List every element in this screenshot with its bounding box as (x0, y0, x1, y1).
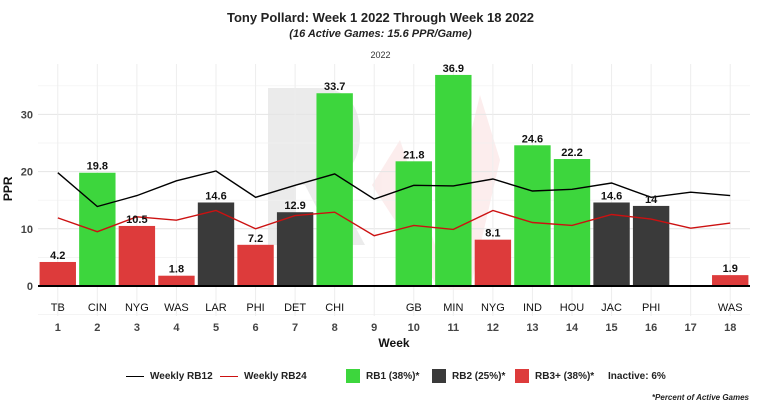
y-tick-label: 10 (21, 224, 33, 236)
legend-item-rb1: RB1 (38%)* (346, 368, 419, 384)
legend-label-rb24: Weekly RB24 (244, 370, 307, 382)
legend-swatch-rb12 (126, 375, 144, 377)
opponent-label: GB (406, 302, 422, 314)
x-tick-label: 15 (605, 322, 617, 334)
y-tick-label: 30 (21, 109, 33, 121)
x-tick-label: 2 (94, 322, 100, 334)
legend-label-rb12: Weekly RB12 (150, 370, 213, 382)
bar-week-6 (237, 244, 274, 286)
bar-value-label: 14 (645, 194, 658, 206)
legend-swatch-rb3 (515, 369, 529, 383)
y-tick-label: 20 (21, 167, 33, 179)
legend-label-rb3: RB3+ (38%)* (535, 370, 595, 382)
legend-label-inactive: Inactive: 6% (608, 370, 666, 382)
bar-week-13 (514, 145, 551, 286)
x-tick-label: 10 (408, 322, 420, 334)
x-tick-label: 9 (371, 322, 377, 334)
legend-item-rb24: Weekly RB24 (220, 368, 307, 384)
x-tick-label: 14 (566, 322, 579, 334)
legend-item-rb3: RB3+ (38%)* (515, 368, 594, 384)
x-tick-label: 8 (332, 322, 338, 334)
bar-value-label: 1.9 (723, 263, 738, 275)
bar-value-label: 21.8 (403, 149, 424, 161)
facet-label: 2022 (370, 50, 391, 60)
legend-swatch-rb24 (220, 375, 238, 377)
bar-value-label: 19.8 (87, 161, 108, 173)
bar-value-label: 10.5 (126, 214, 147, 226)
bar-value-label: 14.6 (205, 190, 226, 202)
x-tick-label: 7 (292, 322, 298, 334)
opponent-label: LAR (205, 302, 226, 314)
bar-value-label: 33.7 (324, 81, 345, 93)
x-tick-label: 13 (526, 322, 538, 334)
x-tick-label: 11 (448, 322, 460, 334)
bar-value-label: 8.1 (485, 228, 500, 240)
opponent-label: WAS (718, 302, 743, 314)
opponent-label: CHI (325, 302, 344, 314)
bar-week-8 (316, 93, 353, 287)
x-tick-label: 5 (213, 322, 219, 334)
lines-layer (57, 170, 731, 237)
legend: Weekly RB12 Weekly RB24 RB1 (38%)* RB2 (… (0, 368, 761, 384)
series-line-rb24 (57, 209, 731, 237)
bar-value-label: 1.8 (169, 264, 184, 276)
opponent-label: HOU (560, 302, 585, 314)
bar-week-11 (435, 74, 472, 286)
bar-week-3 (118, 225, 156, 286)
legend-item-rb2: RB2 (25%)* (432, 368, 505, 384)
bar-value-label: 12.9 (284, 200, 305, 212)
x-tick-label: 12 (487, 322, 499, 334)
opponent-label: PHI (642, 302, 660, 314)
opponent-label: WAS (164, 302, 189, 314)
bar-value-label: 36.9 (443, 63, 464, 75)
legend-swatch-rb1 (346, 369, 360, 383)
chart-subtitle: (16 Active Games: 15.6 PPR/Game) (289, 28, 472, 40)
opponent-label: PHI (246, 302, 264, 314)
axes-layer: 0 10 20 30 TB 1 CIN 2 NYG 3 WAS 4 LAR 5 PHI 6 DET 7 CHI 8 9 G… (1, 109, 750, 350)
bar-week-7 (276, 212, 314, 286)
opponent-label: DET (284, 302, 306, 314)
bar-value-label: 24.6 (522, 133, 543, 145)
footnote: *Percent of Active Games (651, 393, 749, 402)
legend-inactive: Inactive: 6% (608, 368, 666, 384)
chart-title: Tony Pollard: Week 1 2022 Through Week 1… (226, 10, 535, 25)
bar-week-12 (474, 239, 512, 286)
x-tick-label: 1 (55, 322, 61, 334)
bar-value-label: 14.6 (601, 190, 622, 202)
bar-week-18 (712, 275, 749, 286)
bar-week-2 (79, 172, 116, 286)
legend-label-rb2: RB2 (25%)* (452, 370, 506, 382)
opponent-label: IND (523, 302, 542, 314)
x-axis-title: Week (378, 336, 409, 350)
x-tick-label: 18 (724, 322, 736, 334)
bar-week-5 (197, 202, 235, 286)
x-tick-label: 6 (252, 322, 258, 334)
bar-value-label: 4.2 (50, 250, 65, 262)
bar-week-4 (158, 275, 195, 286)
bar-value-label: 7.2 (248, 233, 263, 245)
x-tick-label: 17 (685, 322, 697, 334)
x-tick-label: 16 (645, 322, 657, 334)
bars-layer (39, 74, 749, 287)
opponent-label: TB (51, 302, 65, 314)
x-tick-label: 4 (173, 322, 180, 334)
labels-layer: 4.2 19.8 10.5 1.8 14.6 7.2 12.9 33.7 21.8 36.9 8.1… (50, 63, 738, 276)
opponent-label: CIN (88, 302, 107, 314)
opponent-label: NYG (125, 302, 149, 314)
bar-week-1 (39, 261, 76, 286)
x-tick-label: 3 (134, 322, 140, 334)
chart-svg: 4.2 19.8 10.5 1.8 14.6 7.2 12.9 33.7 21.8 36.9 8.1… (1, 63, 750, 350)
legend-swatch-rb2 (432, 369, 446, 383)
series-line-rb12 (57, 170, 731, 208)
legend-item-rb12: Weekly RB12 (126, 368, 213, 384)
opponent-label: NYG (481, 302, 505, 314)
legend-label-rb1: RB1 (38%)* (366, 370, 420, 382)
opponent-label: MIN (443, 302, 463, 314)
opponent-label: JAC (601, 302, 622, 314)
y-axis-title: PPR (1, 176, 15, 201)
y-tick-label: 0 (27, 281, 33, 293)
bar-value-label: 22.2 (561, 147, 582, 159)
bar-week-10 (395, 161, 432, 286)
